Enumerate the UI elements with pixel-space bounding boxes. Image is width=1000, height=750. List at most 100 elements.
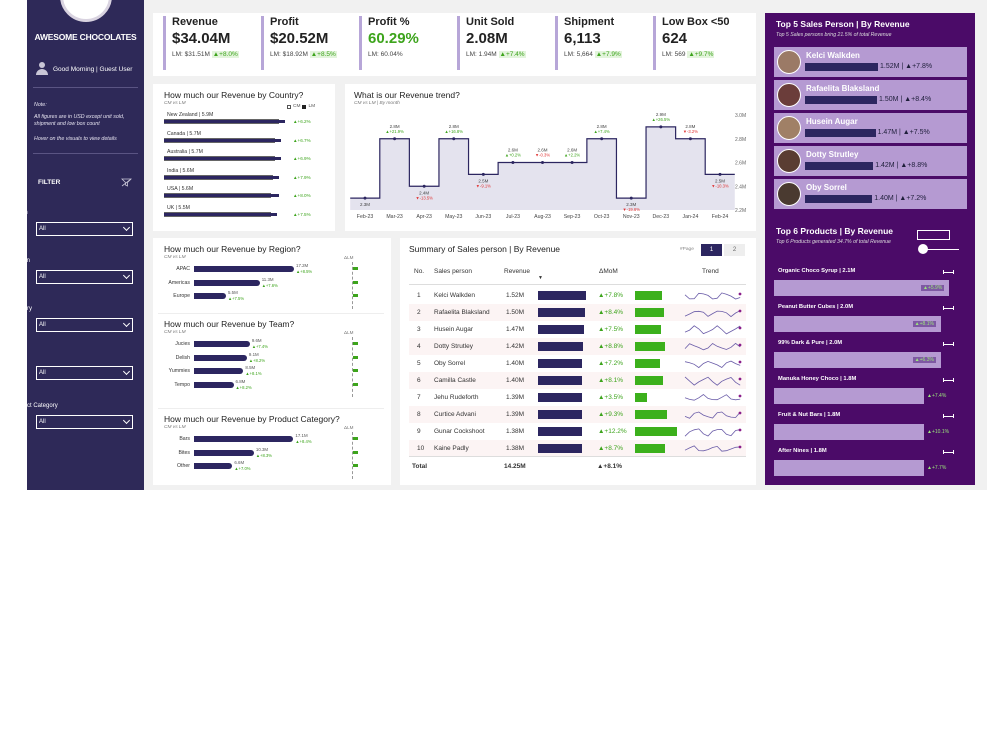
kpi-card[interactable]: Profit % 60.29% LM: 60.04% <box>359 16 451 70</box>
trend-point[interactable] <box>659 125 663 129</box>
kpi-card[interactable]: Revenue $34.04M LM: $31.51M ▲+8.0% <box>163 16 255 70</box>
top-sales-item[interactable]: Husein Augar 1.47M | ▲+7.5% <box>774 113 967 143</box>
note: Note: All figures are in USD except unit… <box>34 102 139 143</box>
category-bar[interactable] <box>194 436 294 442</box>
table-row[interactable]: 5 Oby Sorrel 1.40M ▲+7.2% <box>409 355 746 372</box>
trend-point[interactable] <box>393 137 397 141</box>
top-sales-item[interactable]: Rafaelita Blaksland 1.50M | ▲+8.4% <box>774 80 967 110</box>
slicer-label: Region <box>11 258 31 264</box>
trend-point[interactable] <box>570 161 574 164</box>
team-bar[interactable] <box>194 354 247 361</box>
sales-person-bar <box>805 96 878 104</box>
table-row[interactable]: 8 Curtice Advani 1.39M ▲+9.3% <box>409 406 746 423</box>
country-cm-bar[interactable] <box>164 213 277 216</box>
header-no[interactable]: No. <box>414 268 425 275</box>
category-bar[interactable] <box>194 449 254 456</box>
trend-title: What is our Revenue trend? <box>354 90 460 100</box>
country-cm-bar[interactable] <box>164 194 279 198</box>
zero-line <box>352 337 353 397</box>
table-row[interactable]: 3 Husein Augar 1.47M ▲+7.5% <box>409 321 746 338</box>
category-label: Other <box>177 463 190 469</box>
header-revenue[interactable]: Revenue <box>504 268 531 275</box>
table-row[interactable]: 2 Rafaelita Blaksland 1.50M ▲+8.4% <box>409 304 746 321</box>
top-sales-item[interactable]: Kelci Walkden 1.52M | ▲+7.8% <box>774 47 967 77</box>
sales-person-bar <box>805 129 876 137</box>
country-delta: ▲+7.9% <box>293 174 311 180</box>
revenue-trend-chart[interactable]: 3.0M2.8M2.6M2.4M2.2M2.3MFeb-232.8M▲+21.9… <box>345 105 756 225</box>
kpi-last-month: LM: 5,664 ▲+7.9% <box>564 51 647 58</box>
slicer-dropdown[interactable]: All <box>36 270 133 284</box>
region-bar[interactable] <box>194 279 260 286</box>
clear-filter-icon[interactable] <box>121 178 132 187</box>
slicer-dropdown[interactable]: All <box>36 318 133 332</box>
table-total-row: Total 14.25M ▲+8.1% <box>409 458 746 475</box>
toggle-knob[interactable] <box>918 244 928 254</box>
row-revenue: 1.47M <box>506 326 525 333</box>
trend-point[interactable] <box>511 161 515 164</box>
trend-point[interactable] <box>452 137 456 141</box>
trend-delta-label: ▼-13.5% <box>415 195 433 200</box>
kpi-card[interactable]: Low Box <50 624 LM: 569 ▲+9.7% <box>653 16 745 70</box>
region-bar[interactable] <box>194 266 294 272</box>
top-products-subtitle: Top 6 Products generated 34.7% of total … <box>776 239 891 245</box>
slicer-dropdown[interactable]: All <box>36 366 133 380</box>
table-row[interactable]: 4 Dotty Strutley 1.42M ▲+8.8% <box>409 338 746 355</box>
region-bar[interactable] <box>194 293 226 299</box>
page-2-button[interactable]: 2 <box>724 244 745 256</box>
trend-y-tick: 3.0M <box>735 113 746 119</box>
team-bar[interactable] <box>194 381 234 388</box>
trend-point[interactable] <box>541 161 544 164</box>
row-trend-sparkline <box>684 292 742 300</box>
product-bar[interactable] <box>774 316 941 332</box>
team-bar[interactable] <box>194 341 250 347</box>
top-sales-item[interactable]: Oby Sorrel 1.40M | ▲+7.2% <box>774 179 967 209</box>
trend-point[interactable] <box>600 137 604 141</box>
sort-desc-icon[interactable]: ▼ <box>538 275 543 281</box>
trend-point[interactable] <box>422 184 426 188</box>
row-revenue-bar <box>538 427 582 436</box>
page-1-button[interactable]: 1 <box>701 244 722 256</box>
country-cm-bar[interactable] <box>164 157 281 161</box>
product-bar[interactable] <box>774 460 924 476</box>
slicer-dropdown[interactable]: All <box>36 222 133 236</box>
country-cm-bar[interactable] <box>164 175 279 179</box>
slicer-value: All <box>39 274 46 280</box>
top-sales-item[interactable]: Dotty Strutley 1.42M | ▲+8.8% <box>774 146 967 176</box>
trend-point[interactable] <box>688 137 692 141</box>
zero-line <box>352 432 353 479</box>
category-bar[interactable] <box>194 463 233 469</box>
trend-point[interactable] <box>481 172 485 176</box>
table-row[interactable]: 6 Camilla Castle 1.40M ▲+8.1% <box>409 372 746 389</box>
country-cm-bar[interactable] <box>164 138 281 142</box>
kpi-title: Low Box <50 <box>662 16 730 28</box>
table-row[interactable]: 9 Gunar Cockshoot 1.38M ▲+12.2% <box>409 423 746 440</box>
product-bar[interactable] <box>774 388 924 404</box>
region-delta-bar <box>353 267 358 270</box>
avatar <box>777 182 801 206</box>
product-bar[interactable] <box>774 424 924 440</box>
filter-heading: FILTER <box>38 179 61 186</box>
country-cm-bar[interactable] <box>164 120 285 123</box>
header-trend[interactable]: Trend <box>702 268 719 275</box>
legend-cm-swatch <box>287 104 291 109</box>
slicer-dropdown[interactable]: All <box>36 415 133 429</box>
kpi-card[interactable]: Shipment 6,113 LM: 5,664 ▲+7.9% <box>555 16 647 70</box>
trend-point[interactable] <box>629 196 633 200</box>
top-sales-subtitle: Top 5 Sales persons bring 21.5% of total… <box>776 32 892 38</box>
team-bar[interactable] <box>194 368 244 374</box>
trend-point[interactable] <box>363 196 367 200</box>
product-bar[interactable] <box>774 352 941 368</box>
header-mom[interactable]: ΔMoM <box>599 268 618 275</box>
sales-person-bar <box>805 162 874 170</box>
table-row[interactable]: 7 Jehu Rudeforth 1.39M ▲+3.5% <box>409 389 746 406</box>
product-bar[interactable] <box>774 280 949 296</box>
header-person[interactable]: Sales person <box>434 268 472 275</box>
table-row[interactable]: 1 Kelci Walkden 1.52M ▲+7.8% <box>409 287 746 304</box>
kpi-card[interactable]: Profit $20.52M LM: $18.92M ▲+8.5% <box>261 16 353 70</box>
region-delta: ▲+7.6% <box>261 282 278 288</box>
trend-point[interactable] <box>718 172 722 176</box>
kpi-card[interactable]: Unit Sold 2.08M LM: 1.94M ▲+7.4% <box>457 16 549 70</box>
toggle-box[interactable] <box>917 230 950 240</box>
table-row[interactable]: 10 Kaine Padly 1.38M ▲+8.7% <box>409 440 746 457</box>
kpi-delta: ▲+7.9% <box>594 51 622 58</box>
